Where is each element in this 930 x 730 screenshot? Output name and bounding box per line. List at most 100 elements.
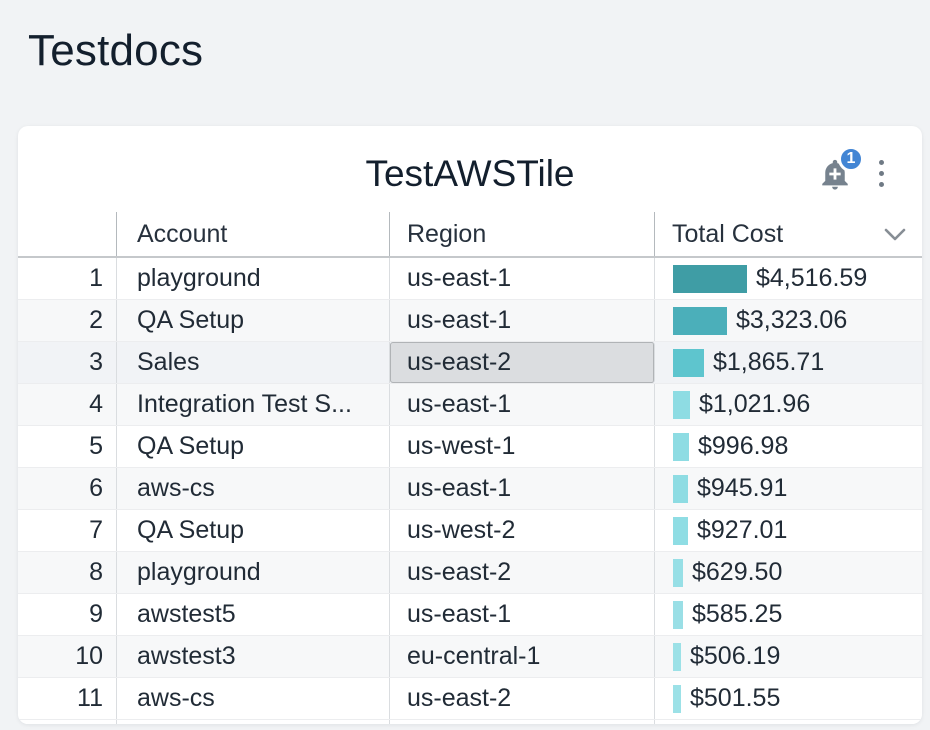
- table-row[interactable]: 9 awstest5 us-east-1 $585.25: [18, 594, 922, 636]
- row-rank: [18, 720, 117, 724]
- tile-header: TestAWSTile 1: [18, 126, 922, 212]
- table-row[interactable]: 3 Sales us-east-2 $1,865.71: [18, 342, 922, 384]
- region-cell[interactable]: us-east-1: [390, 258, 655, 299]
- row-rank: 7: [18, 510, 117, 551]
- account-cell[interactable]: QA Setup: [117, 300, 390, 341]
- region-cell[interactable]: us-west-1: [390, 426, 655, 467]
- header-total-cost[interactable]: Total Cost: [655, 212, 922, 256]
- row-rank: 11: [18, 678, 117, 719]
- row-rank: 5: [18, 426, 117, 467]
- total-cost-cell[interactable]: $585.25: [655, 594, 922, 635]
- table-row[interactable]: 10 awstest3 eu-central-1 $506.19: [18, 636, 922, 678]
- cost-bar: [673, 390, 690, 419]
- notification-count-badge: 1: [838, 146, 864, 172]
- header-rank: [18, 212, 117, 256]
- total-cost-cell[interactable]: $629.50: [655, 552, 922, 593]
- region-cell[interactable]: us-east-2: [390, 342, 655, 383]
- total-cost-cell[interactable]: $506.19: [655, 636, 922, 677]
- cost-value: $945.91: [697, 474, 788, 502]
- row-rank: 10: [18, 636, 117, 677]
- tile-actions: 1: [818, 146, 888, 193]
- header-region[interactable]: Region: [390, 212, 655, 256]
- notifications-button[interactable]: 1: [818, 146, 864, 192]
- row-rank: 6: [18, 468, 117, 509]
- total-cost-cell[interactable]: $945.91: [655, 468, 922, 509]
- cost-bar: [673, 684, 681, 713]
- region-cell[interactable]: eu-central-1: [390, 636, 655, 677]
- tile-title: TestAWSTile: [365, 153, 575, 194]
- cost-bar: [673, 516, 688, 545]
- account-cell[interactable]: Integration Test S...: [117, 384, 390, 425]
- cost-bar: [673, 432, 689, 461]
- region-cell[interactable]: us-east-1: [390, 594, 655, 635]
- account-cell[interactable]: aws-cs: [117, 468, 390, 509]
- account-cell[interactable]: awstest5: [117, 594, 390, 635]
- cost-value: $501.55: [690, 684, 781, 712]
- row-rank: 9: [18, 594, 117, 635]
- tile-card: TestAWSTile 1 Accoun: [18, 126, 922, 724]
- total-cost-cell[interactable]: $4,516.59: [655, 258, 922, 299]
- region-cell: [390, 720, 655, 724]
- account-cell[interactable]: Sales: [117, 342, 390, 383]
- tile-menu-button[interactable]: [874, 153, 888, 193]
- cost-table: Account Region Total Cost 1 playground us-…: [18, 212, 922, 724]
- region-cell[interactable]: us-east-2: [390, 678, 655, 719]
- region-cell[interactable]: us-east-2: [390, 552, 655, 593]
- header-account[interactable]: Account: [117, 212, 390, 256]
- cost-value: $4,516.59: [756, 264, 868, 292]
- account-cell: [117, 720, 390, 724]
- header-total-cost-label: Total Cost: [672, 219, 784, 248]
- header-region-label: Region: [407, 219, 487, 248]
- cost-value: $1,021.96: [699, 390, 811, 418]
- account-cell[interactable]: playground: [117, 552, 390, 593]
- total-cost-cell[interactable]: $1,021.96: [655, 384, 922, 425]
- table-row-partial: [18, 720, 922, 724]
- cost-value: $585.25: [692, 600, 783, 628]
- region-cell[interactable]: us-west-2: [390, 510, 655, 551]
- table-row[interactable]: 6 aws-cs us-east-1 $945.91: [18, 468, 922, 510]
- cost-value: $996.98: [698, 432, 789, 460]
- total-cost-cell[interactable]: $501.55: [655, 678, 922, 719]
- table-row[interactable]: 11 aws-cs us-east-2 $501.55: [18, 678, 922, 720]
- region-cell[interactable]: us-east-1: [390, 468, 655, 509]
- row-rank: 3: [18, 342, 117, 383]
- cost-bar: [673, 600, 683, 629]
- account-cell[interactable]: playground: [117, 258, 390, 299]
- table-row[interactable]: 8 playground us-east-2 $629.50: [18, 552, 922, 594]
- table-body: 1 playground us-east-1 $4,516.59 2 QA Setup us…: [18, 258, 922, 724]
- account-cell[interactable]: aws-cs: [117, 678, 390, 719]
- total-cost-cell[interactable]: $3,323.06: [655, 300, 922, 341]
- row-rank: 4: [18, 384, 117, 425]
- cost-bar: [673, 642, 681, 671]
- account-cell[interactable]: QA Setup: [117, 426, 390, 467]
- cost-value: $629.50: [692, 558, 783, 586]
- row-rank: 1: [18, 258, 117, 299]
- cost-bar: [673, 558, 683, 587]
- cost-value: $3,323.06: [736, 306, 848, 334]
- table-row[interactable]: 1 playground us-east-1 $4,516.59: [18, 258, 922, 300]
- cost-bar: [673, 264, 747, 293]
- cost-bar: [673, 348, 704, 377]
- table-row[interactable]: 2 QA Setup us-east-1 $3,323.06: [18, 300, 922, 342]
- cost-value: $1,865.71: [713, 348, 825, 376]
- row-rank: 8: [18, 552, 117, 593]
- page-title: Testdocs: [28, 26, 204, 75]
- table-header-row: Account Region Total Cost: [18, 212, 922, 258]
- cost-bar: [673, 306, 727, 335]
- region-cell[interactable]: us-east-1: [390, 300, 655, 341]
- table-row[interactable]: 5 QA Setup us-west-1 $996.98: [18, 426, 922, 468]
- total-cost-cell[interactable]: $1,865.71: [655, 342, 922, 383]
- region-cell[interactable]: us-east-1: [390, 384, 655, 425]
- table-row[interactable]: 7 QA Setup us-west-2 $927.01: [18, 510, 922, 552]
- table-row[interactable]: 4 Integration Test S... us-east-1 $1,021.96: [18, 384, 922, 426]
- total-cost-cell: [655, 720, 922, 724]
- cost-value: $927.01: [697, 516, 788, 544]
- total-cost-cell[interactable]: $927.01: [655, 510, 922, 551]
- account-cell[interactable]: QA Setup: [117, 510, 390, 551]
- total-cost-cell[interactable]: $996.98: [655, 426, 922, 467]
- row-rank: 2: [18, 300, 117, 341]
- cost-value: $506.19: [690, 642, 781, 670]
- account-cell[interactable]: awstest3: [117, 636, 390, 677]
- chevron-down-icon[interactable]: [884, 228, 906, 241]
